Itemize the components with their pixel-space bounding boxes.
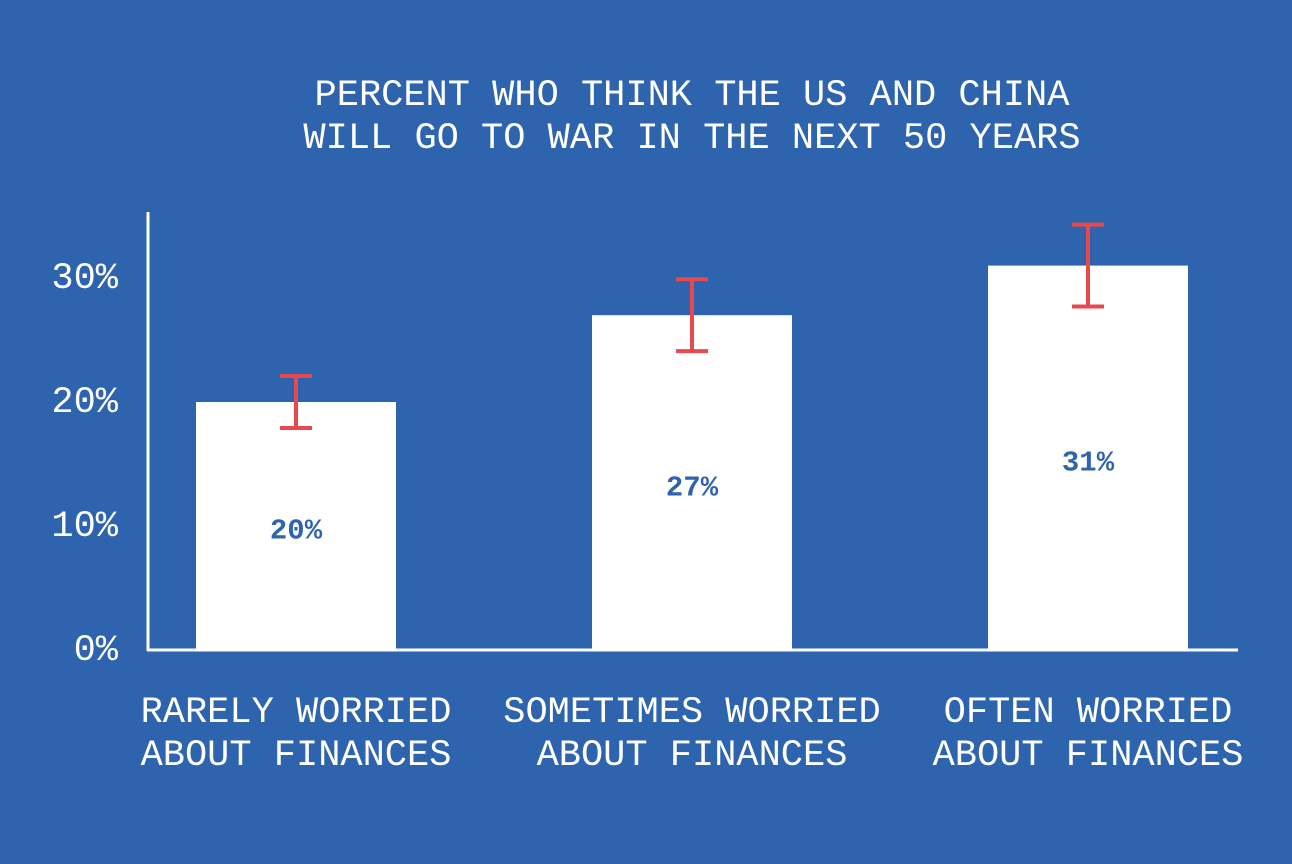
bar xyxy=(592,315,792,650)
y-tick-label: 20% xyxy=(51,382,118,424)
error-bar xyxy=(1072,222,1104,309)
x-tick-label: ABOUT FINANCES xyxy=(933,735,1244,777)
x-tick-label: ABOUT FINANCES xyxy=(141,735,452,777)
x-tick-label: SOMETIMES WORRIED xyxy=(503,692,880,734)
chart-title: WILL GO TO WAR IN THE NEXT 50 YEARS xyxy=(303,118,1080,160)
bar xyxy=(988,265,1188,650)
error-bar xyxy=(280,373,312,431)
chart-title: PERCENT WHO THINK THE US AND CHINA xyxy=(315,75,1071,117)
error-bar xyxy=(676,277,708,354)
y-tick-label: 10% xyxy=(51,506,118,548)
x-tick-label: OFTEN WORRIED xyxy=(944,692,1233,734)
value-label: 20% xyxy=(270,515,323,548)
value-label: 31% xyxy=(1062,446,1115,479)
bar xyxy=(196,402,396,650)
x-tick-label: ABOUT FINANCES xyxy=(537,735,848,777)
x-tick-label: RARELY WORRIED xyxy=(141,692,452,734)
y-tick-label: 30% xyxy=(51,258,118,300)
y-tick-label: 0% xyxy=(74,630,119,672)
value-label: 27% xyxy=(666,471,719,504)
